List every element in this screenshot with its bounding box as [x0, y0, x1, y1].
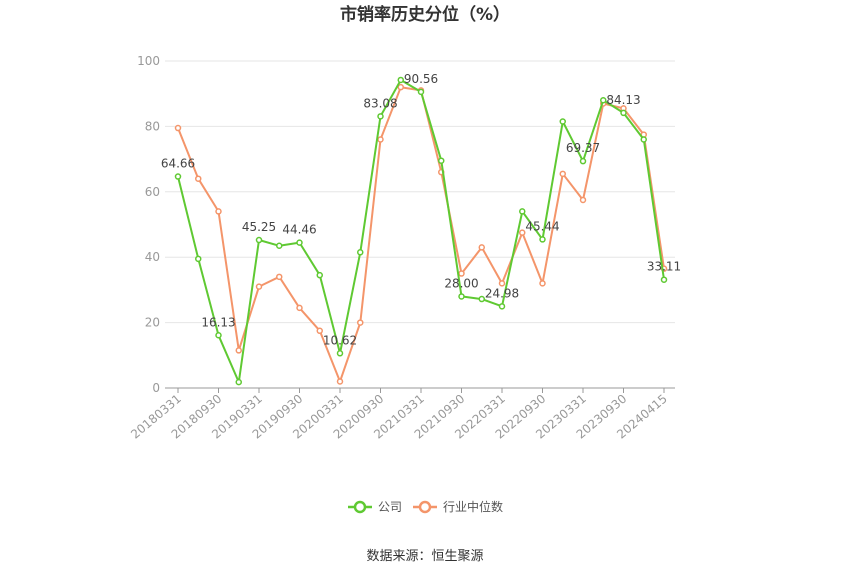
y-axis: 0 20 40 60 80 100: [137, 54, 160, 395]
x-axis: 2018033120180930201903312019093020200331…: [128, 387, 675, 442]
data-point[interactable]: [539, 280, 546, 287]
data-point[interactable]: [620, 109, 627, 117]
data-label: 44.46: [282, 223, 316, 237]
data-point[interactable]: [195, 255, 202, 263]
data-point[interactable]: [417, 88, 425, 96]
data-point[interactable]: [255, 283, 263, 290]
y-tick-label: 40: [145, 250, 160, 264]
data-point[interactable]: [478, 244, 485, 251]
data-label: 28.00: [444, 276, 478, 290]
data-point[interactable]: [235, 378, 242, 386]
data-label: 64.66: [161, 157, 195, 171]
data-point[interactable]: [296, 304, 303, 312]
series-line: [177, 86, 665, 383]
data-point[interactable]: [357, 319, 364, 326]
data-point[interactable]: [276, 273, 283, 281]
data-point[interactable]: [579, 157, 587, 165]
data-label: 45.44: [525, 219, 559, 233]
data-point[interactable]: [498, 303, 506, 310]
legend-item-company[interactable]: 公司: [348, 500, 402, 514]
data-point[interactable]: [397, 76, 404, 84]
legend-industry-label: 行业中位数: [443, 499, 503, 514]
data-point[interactable]: [498, 280, 506, 287]
data-point[interactable]: [215, 208, 222, 215]
data-point[interactable]: [579, 196, 587, 204]
data-label: 45.25: [242, 220, 276, 234]
data-point[interactable]: [559, 118, 566, 125]
data-labels: 64.66 16.13 45.25 44.46 10.62 83.08 90.56 28.00…: [161, 72, 681, 347]
data-point[interactable]: [174, 124, 182, 132]
data-label: 69.37: [566, 141, 600, 155]
legend-company-label: 公司: [378, 500, 402, 514]
legend-industry-marker: [418, 500, 432, 514]
data-point[interactable]: [458, 293, 465, 300]
data-point[interactable]: [377, 136, 384, 143]
legend-company-marker: [353, 500, 367, 514]
legend-item-industry-median[interactable]: 行业中位数: [413, 499, 503, 514]
data-point[interactable]: [519, 229, 526, 236]
data-label: 83.08: [363, 96, 397, 110]
series-layer: [174, 76, 668, 386]
y-tick-label: 60: [145, 185, 160, 199]
y-tick-label: 0: [152, 381, 160, 395]
data-label: 16.13: [201, 315, 235, 329]
y-tick-label: 100: [137, 54, 160, 68]
data-point[interactable]: [276, 242, 283, 250]
data-point[interactable]: [357, 249, 364, 256]
y-tick-label: 20: [145, 316, 160, 330]
data-point[interactable]: [316, 271, 323, 279]
data-point[interactable]: [640, 136, 647, 143]
data-point[interactable]: [255, 236, 263, 244]
data-point[interactable]: [519, 208, 526, 215]
data-label: 84.13: [606, 93, 640, 107]
data-point[interactable]: [397, 83, 404, 91]
data-point[interactable]: [336, 378, 344, 385]
data-point[interactable]: [458, 270, 465, 277]
data-point[interactable]: [336, 350, 344, 357]
chart-title: 市销率历史分位（%）: [340, 4, 510, 25]
data-label: 90.56: [404, 72, 438, 86]
data-point[interactable]: [559, 170, 566, 178]
data-point[interactable]: [438, 157, 445, 164]
legend: 公司 行业中位数: [348, 499, 503, 514]
data-point[interactable]: [539, 236, 546, 243]
series-company: [174, 76, 668, 386]
y-tick-label: 80: [145, 119, 160, 133]
data-point[interactable]: [174, 173, 182, 180]
data-point[interactable]: [316, 327, 323, 335]
data-point[interactable]: [600, 96, 607, 104]
data-point[interactable]: [195, 175, 202, 182]
data-source-note: 数据来源：恒生聚源: [366, 549, 483, 564]
data-label: 33.11: [647, 260, 681, 274]
data-point[interactable]: [215, 332, 222, 339]
data-point[interactable]: [235, 347, 242, 354]
data-point[interactable]: [660, 276, 668, 283]
data-label: 10.62: [323, 333, 357, 347]
data-point[interactable]: [377, 113, 384, 120]
data-point[interactable]: [478, 295, 485, 303]
data-label: 24.98: [485, 286, 519, 300]
data-point[interactable]: [296, 239, 303, 246]
grid-lines: [165, 60, 675, 324]
